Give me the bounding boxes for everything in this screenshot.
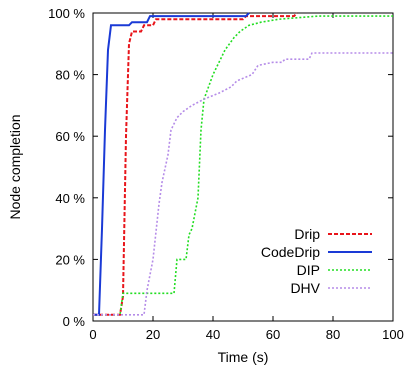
y-tick-label: 80 % — [55, 68, 85, 83]
plot-frame — [92, 12, 394, 322]
x-tick-label: 20 — [146, 327, 160, 342]
legend: Drip CodeDrip DIP DHV — [261, 226, 372, 296]
y-tick-label: 60 % — [55, 129, 85, 144]
legend-label-dip: DIP — [297, 262, 320, 278]
y-tick-label: 100 % — [48, 6, 85, 21]
legend-label-codedrip: CodeDrip — [261, 244, 320, 260]
x-tick-label: 0 — [89, 327, 96, 342]
x-tick-label: 60 — [266, 327, 280, 342]
x-tick-label: 40 — [206, 327, 220, 342]
series-line-drip — [93, 12, 298, 316]
axes: 0 20 40 60 80 100 0 % 20 % 40 % 60 % 80 % 100 % — [48, 6, 404, 342]
y-tick-label: 20 % — [55, 252, 85, 267]
x-tick-label: 80 — [326, 327, 340, 342]
x-tick-label: 100 — [382, 327, 404, 342]
series-line-codedrip — [93, 12, 250, 316]
legend-label-dhv: DHV — [290, 280, 320, 296]
x-axis-label: Time (s) — [218, 349, 269, 365]
series-line-dhv — [93, 52, 393, 316]
y-axis-label: Node completion — [7, 114, 23, 219]
series-lines — [93, 12, 393, 316]
series-line-dip — [93, 15, 393, 316]
legend-label-drip: Drip — [294, 226, 320, 242]
y-tick-label: 0 % — [63, 314, 86, 329]
y-tick-label: 40 % — [55, 191, 85, 206]
